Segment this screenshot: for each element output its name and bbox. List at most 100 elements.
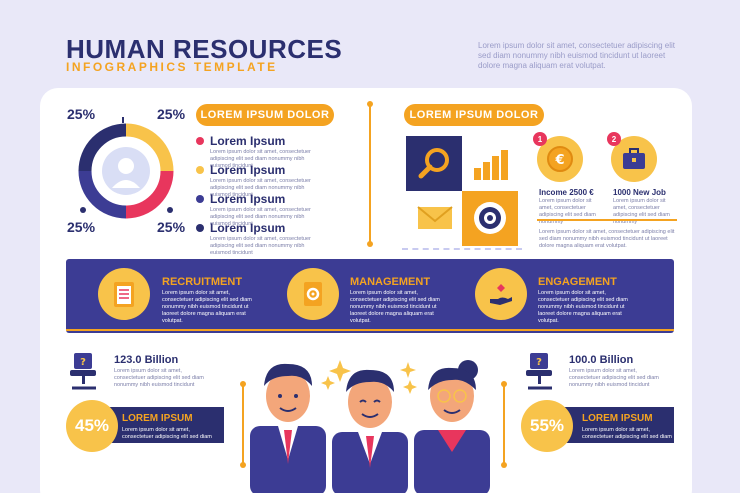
stat-text: Lorem ipsum dolor sit amet, consectetuer… [613, 198, 670, 225]
left-pill: LOREM IPSUM DOLOR [196, 104, 334, 126]
banner-title: RECRUITMENT [162, 276, 243, 288]
value-right-text: Lorem ipsum dolor sit amet, consectetuer… [569, 368, 659, 388]
legend-title: Lorem Ipsum [210, 221, 286, 235]
svg-text:?: ? [80, 357, 86, 368]
legend-text: Lorem ipsum dolor sit amet, consectetuer… [210, 149, 311, 169]
right-footer-text: Lorem ipsum dolor sit amet, consectetuer… [539, 229, 675, 249]
value-right: 100.0 Billion [569, 354, 634, 366]
target-icon [474, 202, 506, 234]
sparkle-icon [321, 376, 335, 390]
stat-label: Income 2500 € [539, 188, 594, 197]
donut-dot-left [80, 207, 86, 213]
legend-title: Lorem Ipsum [210, 163, 286, 177]
banner-text: Lorem ipsum dolor sit amet, consectetuer… [162, 290, 252, 324]
banner [66, 259, 674, 333]
banner-title: ENGAGEMENT [538, 276, 617, 288]
right-pill: LOREM IPSUM DOLOR [404, 104, 544, 126]
page-title: HUMAN RESOURCES [66, 34, 343, 64]
legend-dot [196, 166, 204, 174]
donut-segment [125, 123, 174, 172]
icon-grid [406, 136, 518, 246]
ribbon-title: LOREM IPSUM [122, 413, 193, 424]
banner-text: Lorem ipsum dolor sit amet, consectetuer… [350, 290, 440, 324]
legend-dot [196, 224, 204, 232]
person-left [250, 363, 326, 493]
office-chair-icon: ? [70, 353, 96, 390]
office-chair-icon: ? [526, 353, 552, 390]
pct-bottom-right: 25% [157, 219, 186, 235]
banner-icon-circle [475, 268, 527, 320]
ribbon-title: LOREM IPSUM [582, 413, 653, 424]
envelope-icon [417, 206, 453, 229]
ribbon-left [100, 407, 224, 443]
header-text: Lorem ipsum dolor sit amet, consectetuer… [478, 41, 675, 70]
euro-coin-icon: € [547, 146, 573, 172]
legend-dot [196, 195, 204, 203]
badge-number: 1 [533, 132, 547, 146]
hand-heart-icon [490, 284, 512, 305]
value-left-text: Lorem ipsum dolor sit amet, consectetuer… [114, 368, 204, 388]
pct-left-circle: 45% [66, 400, 118, 452]
people-line-right [503, 384, 505, 464]
banner-title: MANAGEMENT [350, 276, 431, 288]
sparkle-icon [403, 380, 417, 394]
search-tile [406, 136, 462, 191]
ribbon-right [554, 407, 674, 443]
legend-title: Lorem Ipsum [210, 192, 286, 206]
badge-number: 2 [607, 132, 621, 146]
avatar-head-icon [118, 158, 134, 174]
stat-text: Lorem ipsum dolor sit amet, consectetuer… [539, 198, 596, 225]
sparkle-icon [400, 362, 416, 378]
donut-segment [78, 123, 127, 172]
avatar-body-icon [112, 180, 140, 188]
chart-tile [462, 136, 518, 191]
ribbon-text: Lorem ipsum dolor sit amet, consectetuer… [122, 427, 212, 440]
sparkle-icon [329, 360, 351, 382]
donut-dot-right [167, 207, 173, 213]
legend-title: Lorem Ipsum [210, 134, 286, 148]
pct-bottom-left: 25% [67, 219, 96, 235]
pct-right-circle: 55% [521, 400, 573, 452]
clipboard-checklist-icon [114, 282, 134, 307]
divider-line [369, 104, 371, 244]
legend-text: Lorem ipsum dolor sit amet, consectetuer… [210, 178, 311, 198]
legend-dot [196, 137, 204, 145]
donut-segment [125, 170, 174, 219]
pct-top-left: 25% [67, 106, 96, 122]
mail-tile [406, 191, 462, 246]
briefcase-icon [623, 148, 645, 169]
stat-label: 1000 New Job [613, 188, 666, 197]
people-dot [501, 381, 507, 387]
legend-text: Lorem ipsum dolor sit amet, consectetuer… [210, 207, 311, 227]
dashed-divider [402, 248, 522, 250]
people-dot [240, 381, 246, 387]
stat-badge: 1 € [533, 132, 583, 182]
svg-text:?: ? [536, 357, 542, 368]
banner-text: Lorem ipsum dolor sit amet, consectetuer… [538, 290, 628, 324]
pct-top-right: 25% [157, 106, 186, 122]
page-subtitle: INFOGRAPHICS TEMPLATE [66, 60, 278, 74]
donut-tick-top [122, 117, 124, 123]
divider-dot [367, 101, 373, 107]
target-tile [462, 191, 518, 246]
gear-document-icon [304, 282, 322, 306]
svg-text:€: € [554, 153, 564, 168]
people-dot [240, 462, 246, 468]
banner-icon-circle [287, 268, 339, 320]
bar-chart-icon [474, 150, 508, 180]
person-right [414, 360, 490, 493]
legend-text: Lorem ipsum dolor sit amet, consectetuer… [210, 236, 311, 256]
people-line-left [242, 384, 244, 464]
donut-chart [78, 123, 174, 219]
person-center [332, 369, 408, 493]
stat-divider [537, 219, 677, 221]
stat-badge: 2 [607, 132, 657, 182]
value-left: 123.0 Billion [114, 354, 179, 366]
banner-icon-circle [98, 268, 150, 320]
banner-line [66, 329, 674, 331]
team-illustration [250, 360, 490, 493]
divider-dot [367, 241, 373, 247]
search-icon [418, 148, 449, 179]
people-dot [501, 462, 507, 468]
ribbon-text: Lorem ipsum dolor sit amet, consectetuer… [582, 427, 672, 440]
